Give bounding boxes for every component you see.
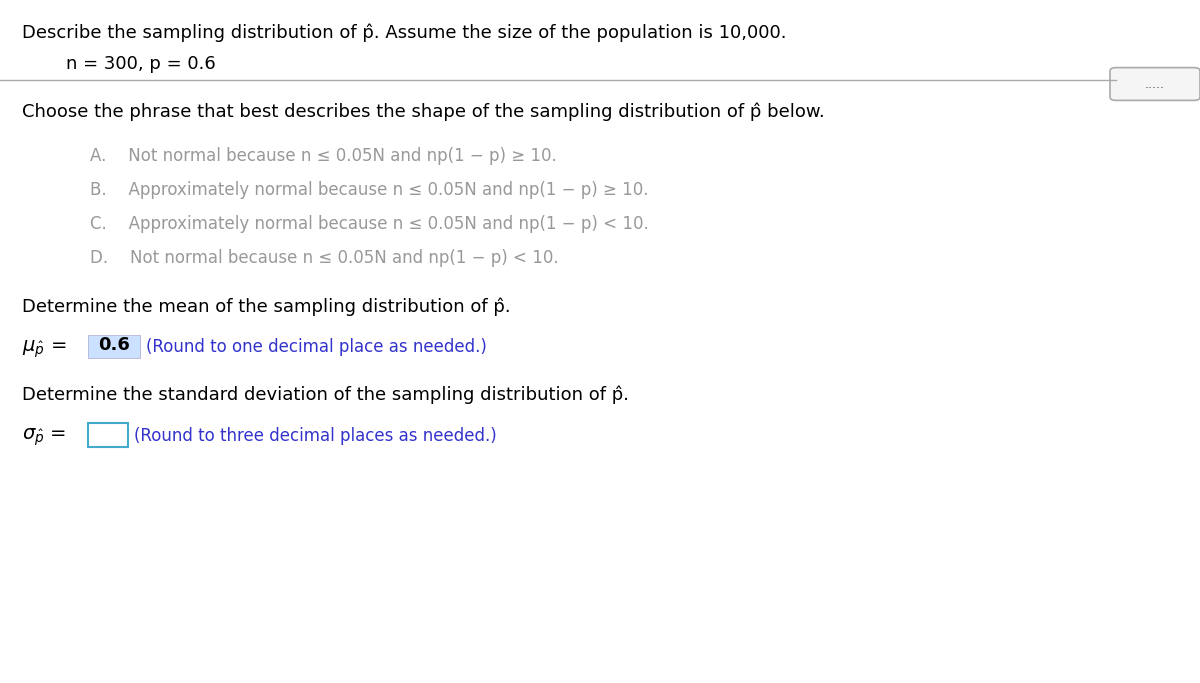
FancyBboxPatch shape (88, 423, 128, 447)
Text: C.  Approximately normal because n ≤ 0.05N and np(1 − p) < 10.: C. Approximately normal because n ≤ 0.05… (90, 215, 649, 233)
Text: A.  Not normal because n ≤ 0.05N and np(1 − p) ≥ 10.: A. Not normal because n ≤ 0.05N and np(1… (90, 147, 557, 165)
Text: Determine the standard deviation of the sampling distribution of p̂.: Determine the standard deviation of the … (22, 386, 629, 404)
Text: n = 300, p = 0.6: n = 300, p = 0.6 (66, 55, 216, 72)
FancyBboxPatch shape (88, 335, 140, 358)
Text: D.  Not normal because n ≤ 0.05N and np(1 − p) < 10.: D. Not normal because n ≤ 0.05N and np(1… (90, 249, 559, 267)
Text: $\sigma_{\hat{p}}$ =: $\sigma_{\hat{p}}$ = (22, 427, 67, 448)
FancyBboxPatch shape (1110, 68, 1200, 100)
Text: Choose the phrase that best describes the shape of the sampling distribution of : Choose the phrase that best describes th… (22, 102, 824, 121)
Text: (Round to three decimal places as needed.): (Round to three decimal places as needed… (134, 427, 497, 445)
Text: Determine the mean of the sampling distribution of p̂.: Determine the mean of the sampling distr… (22, 297, 510, 316)
Text: .....: ..... (1145, 77, 1164, 91)
Text: (Round to one decimal place as needed.): (Round to one decimal place as needed.) (146, 338, 487, 356)
Text: 0.6: 0.6 (98, 336, 130, 354)
Text: Describe the sampling distribution of p̂. Assume the size of the population is 1: Describe the sampling distribution of p̂… (22, 24, 786, 42)
Text: $\mu_{\hat{p}}$ =: $\mu_{\hat{p}}$ = (22, 338, 68, 359)
Text: B.  Approximately normal because n ≤ 0.05N and np(1 − p) ≥ 10.: B. Approximately normal because n ≤ 0.05… (90, 181, 648, 199)
